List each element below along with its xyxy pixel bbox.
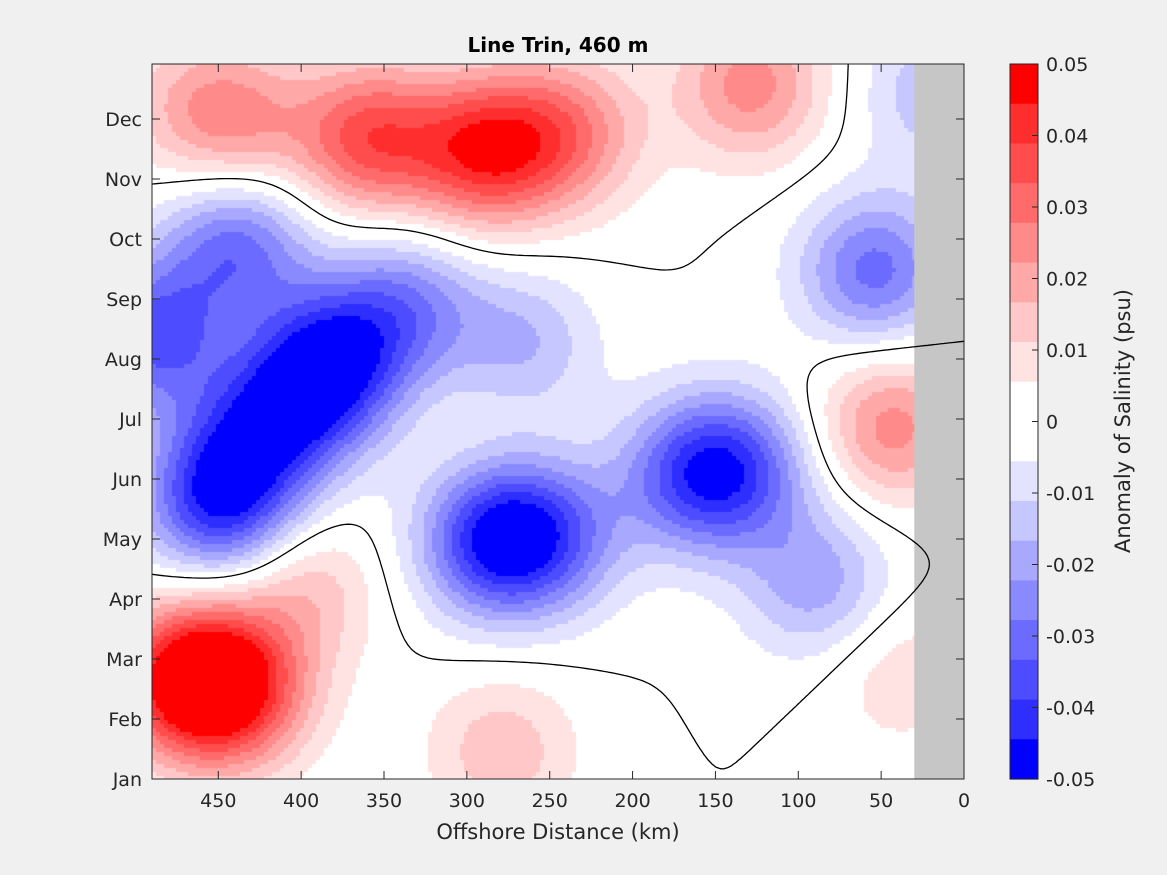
y-tick-label: Dec (105, 109, 142, 131)
plot-frame (151, 63, 965, 780)
colorbar-bin (1010, 222, 1038, 264)
x-tick-label: 0 (958, 790, 970, 812)
colorbar-bins (1010, 64, 1038, 780)
colorbar-bin (1010, 342, 1038, 383)
colorbar-tick-label: 0.03 (1046, 197, 1088, 219)
colorbar-tick-label: -0.04 (1046, 698, 1095, 720)
x-tick-label: 100 (780, 790, 816, 812)
chart-title: Line Trin, 460 m (468, 33, 649, 57)
no-data-region (914, 64, 964, 779)
colorbar-bin (1010, 381, 1038, 423)
colorbar-bin (1010, 500, 1038, 542)
colorbar-bin (1010, 620, 1038, 661)
y-tick-label: Mar (106, 649, 142, 671)
y-tick-label: Sep (106, 289, 142, 311)
colorbar-tick-label: 0.02 (1046, 269, 1088, 291)
colorbar-bin (1010, 262, 1038, 303)
colorbar-tick-label: -0.03 (1046, 626, 1095, 648)
y-tick-label: Jul (118, 409, 142, 431)
colorbar-tick-label: -0.05 (1046, 769, 1095, 791)
colorbar-bin (1010, 64, 1038, 105)
x-tick-label: 350 (366, 790, 402, 812)
colorbar-tick-label: 0.05 (1046, 54, 1088, 76)
y-tick-label: Jan (112, 769, 142, 791)
colorbar-bin (1010, 659, 1038, 701)
y-tick-label: Aug (105, 349, 142, 371)
colorbar-tick-label: 0.01 (1046, 340, 1088, 362)
colorbar-bin (1010, 739, 1038, 780)
x-tick-label: 200 (614, 790, 650, 812)
colorbar-label: Anomaly of Salinity (psu) (1111, 289, 1135, 553)
x-axis-label: Offshore Distance (km) (436, 820, 679, 844)
colorbar-bin (1010, 183, 1038, 224)
x-axis: 450 400 350 300 250 200 150 100 50 0 (200, 64, 970, 812)
colorbar-ticks: 0.05 0.04 0.03 0.02 0.01 0 -0.01 -0.02 -0.03 -0.0… (1032, 54, 1095, 791)
y-tick-label: Nov (105, 169, 142, 191)
x-tick-label: 300 (449, 790, 485, 812)
y-tick-label: May (103, 529, 142, 551)
x-tick-label: 450 (200, 790, 236, 812)
colorbar: 0.05 0.04 0.03 0.02 0.01 0 -0.01 -0.02 -0.03 -0.0… (1009, 54, 1135, 791)
y-axis: Jan Feb Mar Apr May Jun Jul Aug Sep Oct Nov Dec (103, 109, 964, 791)
colorbar-tick-label: 0.04 (1046, 126, 1088, 148)
plot-area (151, 63, 965, 780)
colorbar-bin (1010, 421, 1038, 462)
colorbar-bin (1010, 103, 1038, 145)
x-tick-label: 400 (283, 790, 319, 812)
colorbar-bin (1010, 302, 1038, 343)
x-tick-label: 150 (697, 790, 733, 812)
x-tick-label: 250 (532, 790, 568, 812)
y-tick-label: Apr (109, 589, 142, 611)
colorbar-tick-label: -0.01 (1046, 483, 1095, 505)
colorbar-bin (1010, 699, 1038, 740)
colorbar-tick-label: 0 (1046, 412, 1058, 434)
y-tick-label: Jun (111, 469, 142, 491)
colorbar-bin (1010, 580, 1038, 621)
colorbar-bin (1010, 143, 1038, 184)
y-tick-label: Oct (109, 229, 142, 251)
colorbar-bin (1010, 540, 1038, 581)
x-tick-label: 50 (869, 790, 893, 812)
y-tick-label: Feb (108, 709, 142, 731)
salinity-anomaly-field (152, 64, 964, 779)
zero-contour-line (152, 64, 964, 770)
colorbar-bin (1010, 461, 1038, 502)
colorbar-tick-label: -0.02 (1046, 555, 1095, 577)
